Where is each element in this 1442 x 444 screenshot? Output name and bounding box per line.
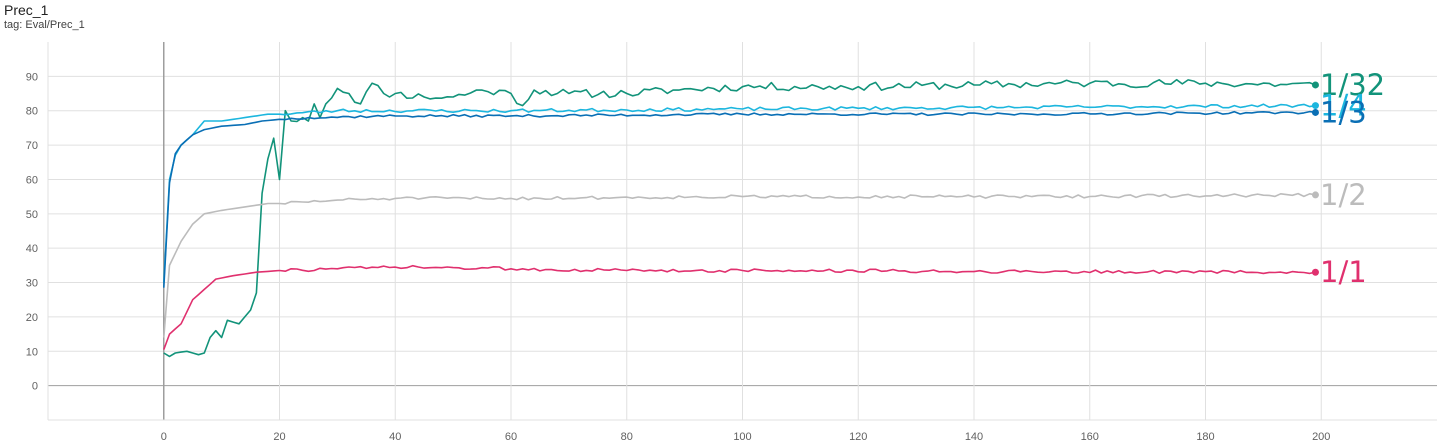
x-tick-label: 80 [621, 431, 633, 443]
series-end-label-2: 1/3 [1320, 95, 1367, 129]
y-tick-label: 50 [26, 209, 38, 221]
x-tick-label: 120 [849, 431, 867, 443]
series-end-label-4: 1/1 [1320, 255, 1367, 289]
series-line-0 [163, 78, 1316, 358]
y-tick-label: 70 [26, 140, 38, 152]
y-tick-label: 0 [32, 381, 38, 393]
tick-labels: 0 10 20 30 40 50 60 70 80 90 0 20 40 60 80 100 120 140 160… [26, 68, 1385, 443]
series-end-marker-0 [1311, 81, 1319, 89]
chart-tag: tag: Eval/Prec_1 [4, 19, 85, 31]
series-end-label-0: 1/32 [1320, 68, 1385, 102]
x-tick-label: 60 [505, 431, 517, 443]
chart-title: Prec_1 [4, 2, 49, 18]
x-tick-label: 0 [161, 431, 167, 443]
y-tick-label: 90 [26, 71, 38, 83]
y-tick-label: 10 [26, 346, 38, 358]
series-end-label-1: 1/4 [1320, 89, 1367, 123]
axes [47, 42, 1437, 421]
series-end-label-3: 1/2 [1320, 178, 1367, 212]
y-tick-label: 60 [26, 174, 38, 186]
series-line-3 [163, 192, 1316, 338]
x-tick-label: 160 [1081, 431, 1099, 443]
x-tick-label: 100 [733, 431, 751, 443]
x-tick-label: 40 [389, 431, 401, 443]
series-line-4 [163, 264, 1316, 350]
series-line-2 [163, 110, 1316, 288]
series-line-1 [163, 103, 1316, 283]
y-tick-label: 80 [26, 106, 38, 118]
y-tick-label: 40 [26, 243, 38, 255]
y-tick-label: 30 [26, 278, 38, 290]
chart-header: Prec_1 tag: Eval/Prec_1 [4, 2, 85, 32]
x-tick-label: 20 [273, 431, 285, 443]
series-end-marker-1 [1311, 102, 1319, 110]
gridlines [48, 42, 1437, 420]
series-lines [163, 78, 1319, 358]
series-end-marker-3 [1311, 191, 1319, 199]
y-tick-label: 20 [26, 312, 38, 324]
series-end-marker-2 [1311, 108, 1319, 116]
x-tick-label: 140 [965, 431, 983, 443]
x-tick-label: 180 [1196, 431, 1214, 443]
x-tick-label: 200 [1312, 431, 1330, 443]
series-end-marker-4 [1311, 268, 1319, 276]
